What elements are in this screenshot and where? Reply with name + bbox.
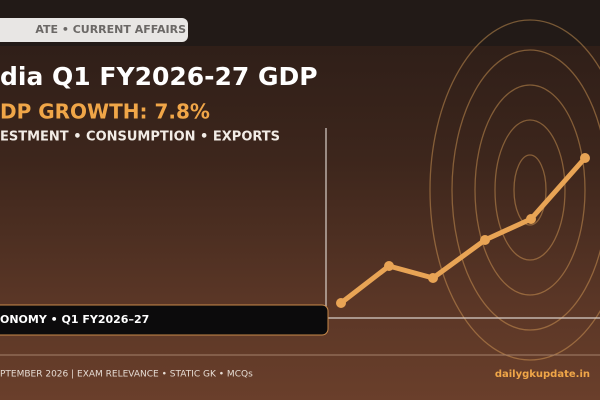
footer-right: dailygkupdate.in [495, 369, 590, 380]
badge-text: ONOMY • Q1 FY2026–27 [0, 313, 149, 326]
trend-points [336, 153, 590, 308]
subtitle: DP GROWTH: 7.8% [0, 100, 210, 124]
tag-pill [0, 18, 188, 42]
tag-text: ATE • CURRENT AFFAIRS [35, 23, 186, 36]
rings [429, 19, 600, 361]
drivers: ESTMENT • CONSUMPTION • EXPORTS [0, 130, 280, 145]
trend-line [339, 156, 587, 305]
footer-left: PTEMBER 2026 | EXAM RELEVANCE • STATIC G… [0, 370, 253, 380]
title: dia Q1 FY2026-27 GDP [0, 62, 318, 91]
badge [0, 304, 329, 336]
